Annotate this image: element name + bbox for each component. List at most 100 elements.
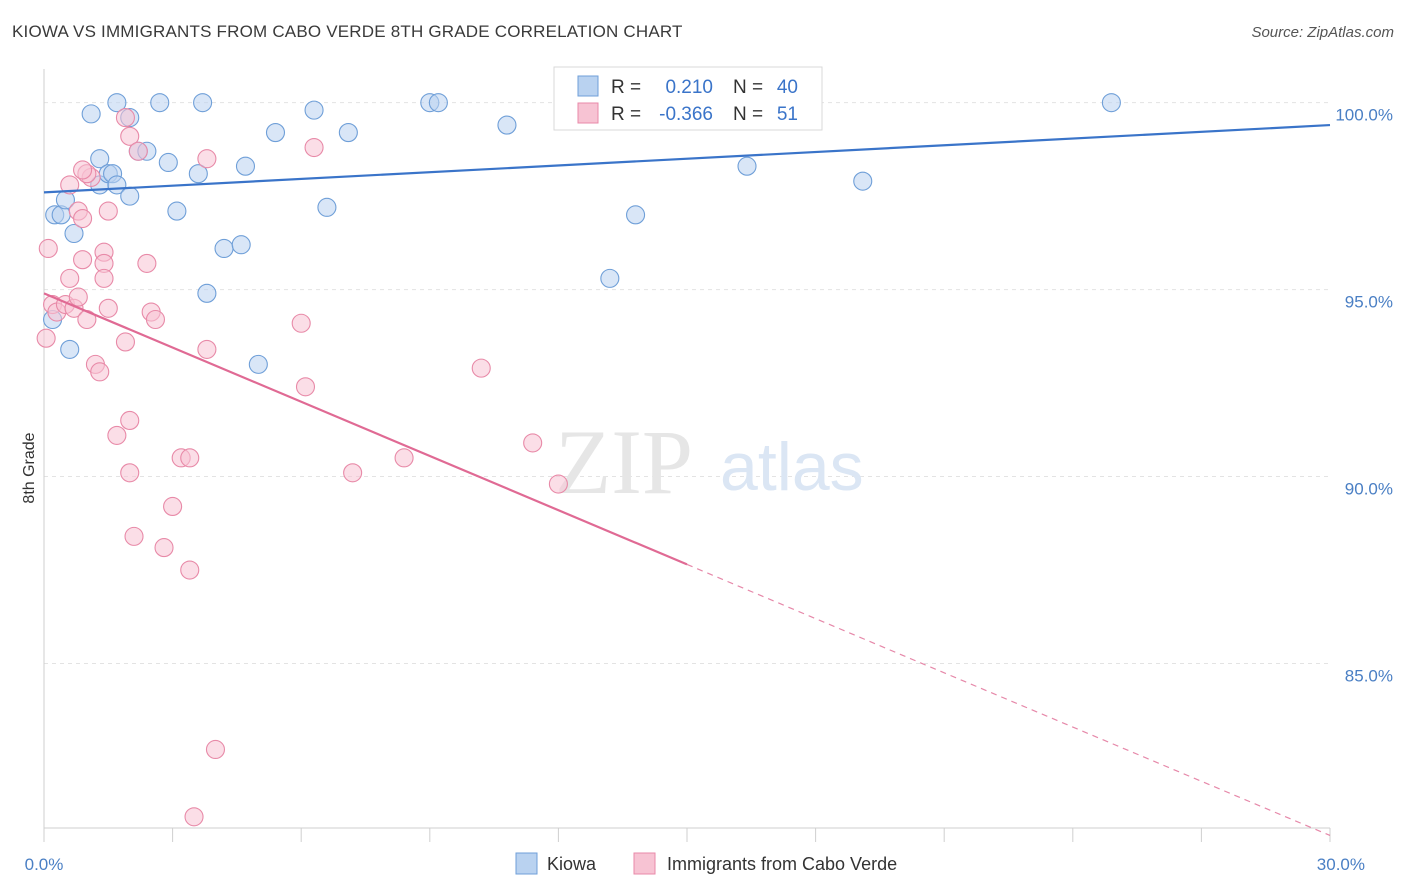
- stats-r-label-kiowa: R =: [611, 77, 641, 98]
- stats-n-label-cabo: N =: [733, 104, 763, 125]
- chart-title: KIOWA VS IMMIGRANTS FROM CABO VERDE 8TH …: [12, 22, 683, 41]
- cabo-verde-point: [163, 496, 183, 517]
- stats-n-value-kiowa: 40: [777, 77, 798, 98]
- cabo-verde-point: [471, 358, 491, 378]
- cabo-verde-point: [73, 160, 93, 180]
- cabo-verde-point: [120, 126, 140, 146]
- cabo-verde-point: [60, 268, 80, 288]
- cabo-verde-point: [60, 175, 80, 195]
- kiowa-point: [265, 123, 286, 143]
- kiowa-point: [428, 93, 448, 113]
- cabo-verde-point: [180, 560, 200, 580]
- kiowa-point: [158, 152, 178, 173]
- cabo-verde-point: [38, 238, 58, 259]
- kiowa-point: [497, 115, 517, 135]
- kiowa-point: [188, 164, 208, 184]
- kiowa-point: [214, 238, 234, 259]
- kiowa-point: [197, 283, 217, 303]
- kiowa-point: [304, 100, 324, 120]
- cabo-verde-point: [120, 410, 140, 431]
- stats-n-label-kiowa: N =: [733, 77, 763, 98]
- kiowa-point: [150, 93, 170, 113]
- kiowa-point: [60, 339, 80, 359]
- kiowa-point: [737, 156, 757, 176]
- watermark-atlas: atlas: [720, 429, 864, 505]
- cabo-verde-trend-line: [43, 292, 688, 566]
- stats-swatch-cabo: [577, 102, 599, 124]
- cabo-verde-point: [291, 313, 311, 333]
- stats-n-value-cabo: 51: [777, 104, 798, 125]
- stats-legend-box: [553, 66, 823, 131]
- cabo-verde-point: [98, 201, 118, 221]
- kiowa-point: [107, 93, 127, 113]
- cabo-verde-point: [304, 137, 324, 158]
- cabo-verde-point: [124, 526, 144, 546]
- y-tick-label: 95.0%: [1345, 293, 1393, 312]
- cabo-verde-point: [120, 463, 140, 483]
- stats-legend: R = 0.210 N = 40 R = -0.366 N = 51: [553, 66, 823, 131]
- x-tick-labels: 0.0% 30.0%: [25, 855, 1365, 874]
- cabo-verde-point: [128, 141, 148, 161]
- stats-r-value-kiowa: 0.210: [665, 77, 713, 98]
- data-points: [36, 93, 1121, 827]
- cabo-verde-point: [145, 309, 166, 330]
- y-tick-label: 100.0%: [1335, 106, 1393, 125]
- bottom-legend: Kiowa Immigrants from Cabo Verde: [515, 852, 897, 875]
- cabo-verde-point: [73, 209, 93, 229]
- stats-swatch-kiowa: [577, 75, 599, 97]
- kiowa-point: [193, 93, 213, 113]
- cabo-verde-point: [154, 538, 174, 558]
- x-tick-label-max: 30.0%: [1317, 855, 1365, 874]
- kiowa-point: [853, 171, 873, 191]
- legend-swatch-kiowa: [515, 852, 538, 875]
- legend-label-cabo: Immigrants from Cabo Verde: [667, 854, 897, 874]
- cabo-verde-point: [205, 739, 226, 760]
- kiowa-point: [120, 186, 140, 206]
- cabo-verde-point: [94, 268, 114, 288]
- cabo-verde-point: [295, 377, 316, 397]
- cabo-verde-point: [523, 433, 543, 453]
- stats-r-label-cabo: R =: [611, 104, 641, 125]
- kiowa-point: [235, 156, 256, 176]
- cabo-verde-point: [548, 474, 568, 494]
- kiowa-point: [338, 123, 358, 143]
- kiowa-point: [64, 223, 84, 244]
- watermark: ZIP atlas: [555, 411, 864, 513]
- cabo-verde-point: [184, 807, 204, 827]
- x-tick-label-min: 0.0%: [25, 855, 64, 874]
- watermark-zip: ZIP: [555, 411, 693, 513]
- cabo-verde-point: [73, 250, 93, 270]
- cabo-verde-point: [394, 448, 414, 468]
- cabo-verde-point: [90, 362, 110, 382]
- cabo-verde-point: [115, 332, 135, 352]
- y-tick-label: 85.0%: [1345, 666, 1393, 685]
- cabo-verde-point: [36, 328, 56, 348]
- stats-r-value-cabo: -0.366: [659, 104, 713, 125]
- kiowa-point: [600, 268, 620, 288]
- kiowa-point: [81, 104, 101, 124]
- cabo-verde-trend-extension: [686, 563, 1331, 837]
- legend-label-kiowa: Kiowa: [547, 854, 597, 874]
- kiowa-point: [231, 235, 251, 255]
- kiowa-point: [90, 149, 110, 169]
- axes: [43, 69, 1331, 842]
- kiowa-point: [317, 197, 337, 217]
- y-tick-label: 90.0%: [1345, 480, 1393, 499]
- legend-swatch-cabo: [633, 852, 656, 875]
- trend-lines: [43, 123, 1331, 837]
- cabo-verde-point: [343, 463, 363, 483]
- y-tick-labels: 85.0% 90.0% 95.0% 100.0%: [1335, 106, 1393, 686]
- cabo-verde-point: [107, 425, 127, 445]
- kiowa-point: [626, 205, 646, 225]
- y-axis-label: 8th Grade: [21, 432, 38, 503]
- kiowa-point: [167, 201, 187, 221]
- kiowa-point: [1101, 93, 1121, 113]
- cabo-verde-point: [180, 448, 200, 468]
- cabo-verde-point: [98, 298, 118, 318]
- cabo-verde-point: [197, 339, 217, 359]
- chart-source: Source: ZipAtlas.com: [1251, 24, 1394, 41]
- cabo-verde-point: [68, 287, 88, 307]
- grid-lines: [44, 102, 1330, 664]
- cabo-verde-point: [197, 149, 217, 169]
